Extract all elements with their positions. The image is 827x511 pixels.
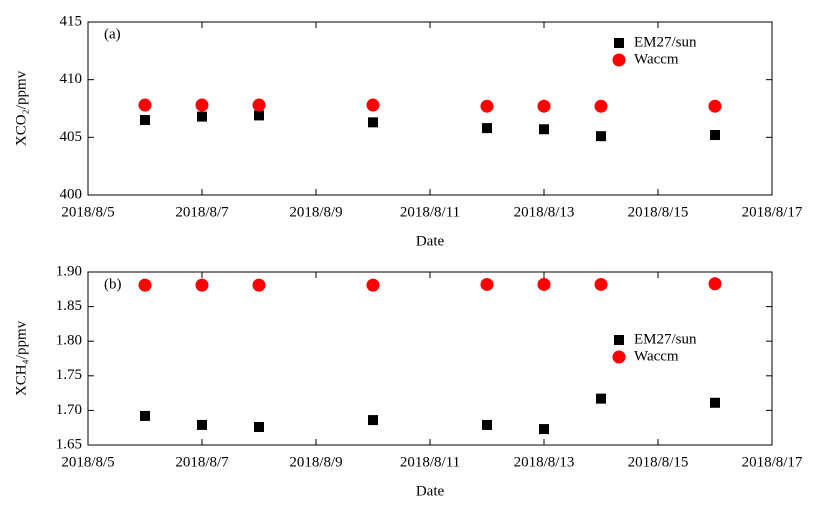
data-point — [254, 110, 264, 121]
x-tick-label: 2018/8/11 — [400, 454, 460, 470]
data-point — [710, 130, 720, 141]
y-tick-label: 1.85 — [56, 298, 82, 314]
data-point — [539, 124, 549, 135]
legend-marker — [612, 350, 626, 364]
data-point — [480, 99, 494, 113]
legend-marker — [612, 53, 626, 67]
x-tick-label: 2018/8/15 — [628, 454, 689, 470]
legend-label: Waccm — [634, 348, 679, 364]
data-point — [368, 117, 378, 128]
x-tick-label: 2018/8/5 — [61, 204, 114, 220]
data-point — [710, 397, 720, 408]
data-point — [195, 278, 209, 292]
x-tick-label: 2018/8/7 — [175, 204, 229, 220]
data-point — [708, 277, 722, 291]
legend-marker — [614, 335, 624, 345]
data-point — [366, 278, 380, 292]
y-tick-label: 400 — [60, 186, 83, 202]
x-tick-label: 2018/8/15 — [628, 204, 689, 220]
data-point — [366, 98, 380, 112]
data-point — [138, 278, 152, 292]
data-point — [252, 98, 266, 112]
y-tick-label: 1.65 — [56, 436, 82, 452]
data-point — [594, 277, 608, 291]
x-axis-label: Date — [416, 483, 445, 499]
data-point — [252, 278, 266, 292]
x-tick-label: 2018/8/9 — [289, 454, 342, 470]
y-tick-label: 415 — [60, 13, 83, 29]
data-point — [537, 277, 551, 291]
legend-marker — [614, 38, 624, 48]
data-point — [254, 422, 264, 433]
data-point — [482, 419, 492, 430]
panel-label: (a) — [104, 26, 121, 42]
x-tick-label: 2018/8/17 — [742, 204, 803, 220]
y-axis-label: XCH₄/ppmv — [13, 320, 29, 396]
y-tick-label: 405 — [60, 129, 83, 145]
data-point — [197, 111, 207, 122]
data-point — [197, 419, 207, 430]
y-tick-label: 1.75 — [56, 367, 82, 383]
legend-label: Waccm — [634, 51, 679, 67]
data-point — [594, 99, 608, 113]
x-tick-label: 2018/8/13 — [514, 204, 575, 220]
y-tick-label: 1.80 — [56, 333, 82, 349]
data-point — [140, 410, 150, 421]
data-point — [138, 98, 152, 112]
data-point — [368, 415, 378, 426]
y-axis-label: XCO₂/ppmv — [13, 70, 29, 146]
y-tick-label: 1.90 — [56, 263, 82, 279]
x-tick-label: 2018/8/17 — [742, 454, 803, 470]
legend-label: EM27/sun — [634, 331, 697, 347]
x-tick-label: 2018/8/5 — [61, 454, 114, 470]
legend-label: EM27/sun — [634, 34, 697, 50]
panel-label: (b) — [104, 276, 122, 292]
data-point — [195, 98, 209, 112]
data-point — [539, 424, 549, 435]
x-tick-label: 2018/8/13 — [514, 454, 575, 470]
data-point — [482, 123, 492, 134]
data-point — [596, 131, 606, 142]
x-tick-label: 2018/8/11 — [400, 204, 460, 220]
x-axis-label: Date — [416, 233, 445, 249]
y-tick-label: 410 — [60, 71, 83, 87]
x-tick-label: 2018/8/7 — [175, 454, 229, 470]
x-tick-label: 2018/8/9 — [289, 204, 342, 220]
data-point — [140, 115, 150, 126]
y-tick-label: 1.70 — [56, 402, 82, 418]
data-point — [708, 99, 722, 113]
data-point — [596, 393, 606, 404]
data-point — [537, 99, 551, 113]
data-point — [480, 277, 494, 291]
